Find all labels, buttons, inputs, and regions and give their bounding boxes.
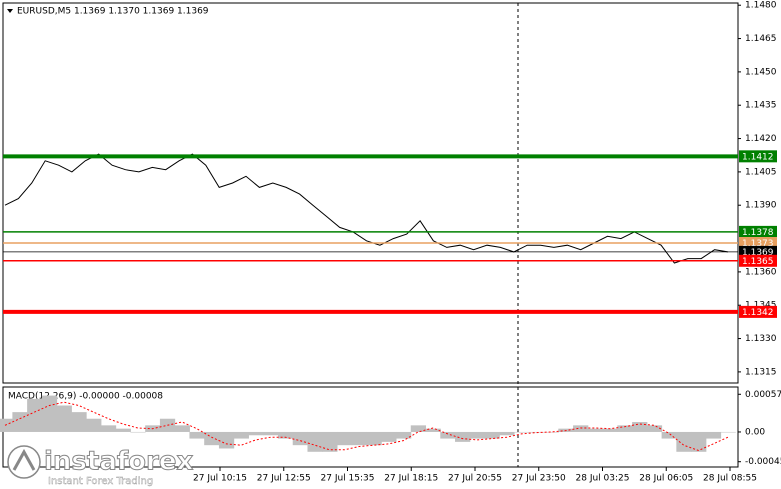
histogram-bar	[543, 431, 559, 433]
histogram-bar	[396, 431, 412, 439]
level-label: 1.1342	[742, 308, 774, 318]
x-tick-label: 27 Jul 15:35	[321, 474, 375, 484]
histogram-bar	[602, 428, 618, 432]
histogram-bar	[189, 431, 205, 439]
histogram-bar	[307, 431, 323, 452]
histogram-bar	[174, 425, 190, 432]
histogram-bar	[661, 431, 677, 439]
y-tick-label: 1.1390	[745, 201, 777, 211]
histogram-bar	[292, 431, 308, 446]
price-frame	[2, 2, 739, 384]
histogram-bar	[204, 431, 220, 446]
y-tick-label: 1.1435	[745, 101, 777, 111]
watermark-subtitle: Instant Forex Trading	[48, 476, 153, 487]
level-label: 1.1365	[742, 257, 774, 267]
histogram-bar	[277, 431, 294, 439]
histogram-bar	[248, 431, 264, 436]
y-tick-label: 1.1465	[745, 34, 777, 44]
histogram-bar	[646, 425, 663, 432]
y-tick-label: 1.1345	[745, 301, 777, 311]
x-tick-label: 28 Jul 03:25	[576, 474, 630, 484]
x-tick-label: 27 Jul 23:50	[512, 474, 566, 484]
histogram-bar	[410, 425, 427, 432]
histogram-bar	[676, 431, 692, 452]
histogram-bar	[233, 431, 249, 439]
histogram-bar	[705, 431, 722, 439]
histogram-bar	[528, 431, 545, 433]
histogram-bar	[573, 425, 589, 432]
level-label-box	[739, 150, 777, 163]
x-tick-label: 28 Jul 08:55	[703, 474, 757, 484]
x-tick-label: 28 Jul 06:05	[639, 474, 693, 484]
watermark-text: instaforex	[44, 447, 194, 477]
signal-line	[4, 401, 729, 452]
histogram-bar	[514, 431, 530, 433]
price-line	[4, 153, 729, 264]
histogram-bar	[56, 405, 72, 432]
histogram-bar	[720, 431, 736, 433]
x-tick-label: 27 Jul 10:15	[193, 474, 247, 484]
histogram-bar	[440, 431, 456, 439]
logo	[7, 445, 41, 479]
histogram-bar	[322, 431, 338, 452]
y-tick-label: 1.1480	[745, 1, 777, 11]
level-label-box	[739, 254, 777, 267]
x-tick-label: 27 Jul 12:55	[257, 474, 311, 484]
histogram-bar	[469, 431, 486, 439]
histogram-bar	[0, 418, 13, 432]
histogram-bar	[691, 431, 707, 452]
histogram-bar	[499, 431, 515, 436]
level-label: 1.1373	[742, 239, 774, 249]
histogram-bar	[366, 431, 382, 446]
histogram-bar	[336, 431, 353, 446]
y-tick-label: 0.00057	[745, 390, 781, 400]
histogram-bar	[425, 428, 441, 432]
macd-title: MACD(12,26,9) -0.00000 -0.00008	[8, 392, 163, 402]
histogram-bar	[381, 431, 397, 442]
y-tick-label: 1.1450	[745, 67, 777, 77]
y-tick-label: 1.1360	[745, 267, 777, 277]
histogram-bar	[41, 395, 58, 432]
histogram-bar	[12, 412, 28, 432]
histogram-bar	[115, 428, 131, 432]
y-tick-label: -0.00045	[745, 457, 781, 467]
y-tick-label: 1.1330	[745, 334, 777, 344]
y-tick-label: 1.1315	[745, 367, 777, 377]
level-label-box	[739, 225, 777, 238]
y-tick-label: 0.00	[745, 427, 765, 437]
level-label-box	[739, 305, 777, 318]
level-label: 1.1412	[742, 152, 774, 162]
histogram-bar	[617, 425, 633, 432]
histogram-bar	[263, 431, 279, 436]
y-tick-label: 1.1405	[745, 167, 777, 177]
histogram-bar	[86, 418, 102, 432]
collapse-icon	[7, 9, 13, 13]
histogram-bar	[484, 431, 500, 439]
chart-title: EURUSD,M5 1.1369 1.1370 1.1369 1.1369	[17, 7, 209, 17]
histogram-bar	[218, 431, 235, 449]
y-tick-label: 1.1420	[745, 134, 777, 144]
logo-mark	[12, 448, 36, 471]
histogram-bar	[632, 422, 648, 432]
histogram-bar	[455, 431, 471, 442]
histogram-bar	[351, 431, 367, 446]
x-tick-label: 27 Jul 18:15	[384, 474, 438, 484]
histogram-bar	[130, 431, 146, 433]
histogram-bar	[587, 428, 604, 432]
histogram-bar	[100, 425, 117, 432]
histogram-bar	[27, 398, 43, 432]
x-tick-label: 27 Jul 20:55	[448, 474, 502, 484]
level-label: 1.1369	[742, 248, 774, 258]
histogram-bar	[71, 412, 87, 432]
level-label: 1.1378	[742, 228, 774, 238]
